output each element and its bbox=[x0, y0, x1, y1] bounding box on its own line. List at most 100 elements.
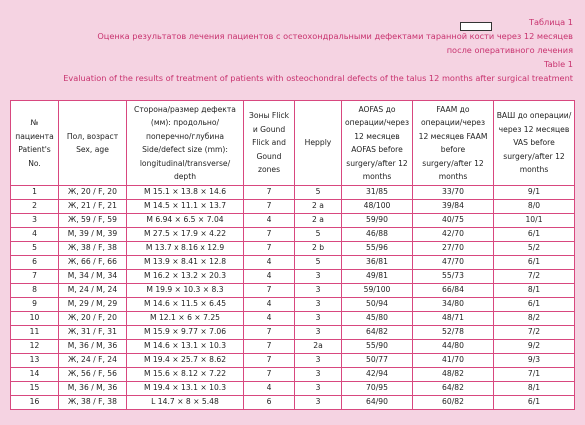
table-cell: 7 bbox=[243, 339, 295, 354]
table-cell: 64/82 bbox=[341, 325, 413, 340]
table-cell: 14 bbox=[10, 367, 59, 382]
table-cell: M 6.94 × 6.5 × 7.04 bbox=[126, 213, 244, 228]
label-en: Table 1 bbox=[544, 59, 573, 69]
table-cell: M 19.4 × 25.7 × 8.62 bbox=[126, 353, 244, 368]
table-cell: 2 bbox=[10, 199, 59, 214]
table-row: 1 Ж, 20 / F, 20 M 15.1 × 13.8 × 14.6 7 5 31/8… bbox=[10, 185, 575, 200]
table-cell: 66/84 bbox=[412, 283, 494, 298]
table-row: 7 M, 34 / M, 34 M 16.2 × 13.2 × 20.3 4 3 49/8… bbox=[10, 269, 575, 284]
table-cell: M, 36 / M, 36 bbox=[58, 381, 127, 396]
table-cell: 42/94 bbox=[341, 367, 413, 382]
table-cell: 3 bbox=[294, 381, 342, 396]
table-cell: 13 bbox=[10, 353, 59, 368]
table-cell: 3 bbox=[294, 269, 342, 284]
table-cell: 64/82 bbox=[412, 381, 494, 396]
table-cell: 33/70 bbox=[412, 185, 494, 200]
title-en: Evaluation of the results of treatment o… bbox=[63, 73, 573, 83]
header-cell: Пол, возраст Sex, age bbox=[58, 100, 127, 186]
table-cell: 49/81 bbox=[341, 269, 413, 284]
table-cell: Ж, 20 / F, 20 bbox=[58, 185, 127, 200]
icon bbox=[460, 22, 492, 31]
table-cell: Ж, 59 / F, 59 bbox=[58, 213, 127, 228]
table-cell: 7 bbox=[243, 185, 295, 200]
header-cell: Зоны Flick и Gound Flick and Gound zones bbox=[243, 100, 295, 186]
caption: Таблица 1 Оценка результатов лечения пац… bbox=[3, 15, 573, 85]
table-row: 13 Ж, 24 / F, 24 M 19.4 × 25.7 × 8.62 7 3 50/… bbox=[10, 353, 575, 368]
table-cell: M 13.9 × 8.41 × 12.8 bbox=[126, 255, 244, 270]
table-cell: M 15.1 × 13.8 × 14.6 bbox=[126, 185, 244, 200]
table-cell: 2 a bbox=[294, 213, 342, 228]
header-cell: Сторона/размер дефекта (мм): продольно/ … bbox=[126, 100, 244, 186]
table-cell: 4 bbox=[243, 269, 295, 284]
table-cell: 48/82 bbox=[412, 367, 494, 382]
table-cell: 7 bbox=[10, 269, 59, 284]
table-cell: 6 bbox=[243, 395, 295, 410]
table-cell: 45/80 bbox=[341, 311, 413, 326]
table-cell: M 16.2 × 13.2 × 20.3 bbox=[126, 269, 244, 284]
table-cell: M, 29 / M, 29 bbox=[58, 297, 127, 312]
table-cell: M 15.9 × 9.77 × 7.06 bbox=[126, 325, 244, 340]
table-cell: M 12.1 × 6 × 7.25 bbox=[126, 311, 244, 326]
table-cell: L 14.7 × 8 × 5.48 bbox=[126, 395, 244, 410]
table-cell: Ж, 66 / F, 66 bbox=[58, 255, 127, 270]
table-cell: 4 bbox=[243, 255, 295, 270]
table-cell: M, 36 / M, 36 bbox=[58, 339, 127, 354]
table-cell: 48/71 bbox=[412, 311, 494, 326]
table-row: 5 Ж, 38 / F, 38 M 13.7 x 8.16 x 12.9 7 2 b 55… bbox=[10, 241, 575, 256]
table-cell: M 14.6 × 13.1 × 10.3 bbox=[126, 339, 244, 354]
table-cell: 7 bbox=[243, 241, 295, 256]
table-cell: M, 39 / M, 39 bbox=[58, 227, 127, 242]
table-cell: 5 bbox=[10, 241, 59, 256]
table-cell: 3 bbox=[294, 367, 342, 382]
table-cell: M 13.7 x 8.16 x 12.9 bbox=[126, 241, 244, 256]
table-cell: 4 bbox=[243, 311, 295, 326]
header-cell: ВАШ до операции/через 12 месяцев VAS bef… bbox=[493, 100, 575, 186]
table-cell: 7/2 bbox=[493, 269, 575, 284]
table: № пациента Patient's No. Пол, возраст Sex… bbox=[10, 100, 575, 410]
header-cell: FAAM до операции/через 12 месяцев FAAM b… bbox=[412, 100, 494, 186]
table-cell: 6/1 bbox=[493, 227, 575, 242]
table-cell: 3 bbox=[294, 325, 342, 340]
table-cell: 48/100 bbox=[341, 199, 413, 214]
table-cell: 9 bbox=[10, 297, 59, 312]
table-cell: Ж, 38 / F, 38 bbox=[58, 395, 127, 410]
table-cell: 9/2 bbox=[493, 339, 575, 354]
table-cell: 52/78 bbox=[412, 325, 494, 340]
table-row: 11 Ж, 31 / F, 31 M 15.9 × 9.77 × 7.06 7 3 64/… bbox=[10, 325, 575, 340]
table-row: 2 Ж, 21 / F, 21 M 14.5 × 11.1 × 13.7 7 2 a 48… bbox=[10, 199, 575, 214]
table-cell: 50/77 bbox=[341, 353, 413, 368]
table-cell: M 14.5 × 11.1 × 13.7 bbox=[126, 199, 244, 214]
table-row: 6 Ж, 66 / F, 66 M 13.9 × 8.41 × 12.8 4 5 36/8… bbox=[10, 255, 575, 270]
table-cell: 3 bbox=[294, 283, 342, 298]
table-cell: 7/2 bbox=[493, 325, 575, 340]
table-cell: 7 bbox=[243, 227, 295, 242]
table-cell: 7 bbox=[243, 367, 295, 382]
table-cell: 4 bbox=[243, 381, 295, 396]
table-row: 10 Ж, 20 / F, 20 M 12.1 × 6 × 7.25 4 3 45/80 4… bbox=[10, 311, 575, 326]
table-cell: 7 bbox=[243, 325, 295, 340]
table-cell: M 15.6 × 8.12 × 7.22 bbox=[126, 367, 244, 382]
table-cell: 8/1 bbox=[493, 283, 575, 298]
table-cell: 6/1 bbox=[493, 255, 575, 270]
label-ru: Таблица 1 bbox=[528, 17, 573, 27]
table-cell: 9/1 bbox=[493, 185, 575, 200]
table-cell: 7 bbox=[243, 283, 295, 298]
table-row: 14 Ж, 56 / F, 56 M 15.6 × 8.12 × 7.22 7 3 42/… bbox=[10, 367, 575, 382]
table-cell: 3 bbox=[294, 353, 342, 368]
table-cell: 11 bbox=[10, 325, 59, 340]
table-cell: 3 bbox=[294, 311, 342, 326]
table-row: 4 M, 39 / M, 39 M 27.5 × 17.9 × 4.22 7 5 46/8… bbox=[10, 227, 575, 242]
table-cell: 39/84 bbox=[412, 199, 494, 214]
table-cell: 3 bbox=[10, 213, 59, 228]
table-body: 1 Ж, 20 / F, 20 M 15.1 × 13.8 × 14.6 7 5 31/8… bbox=[10, 185, 575, 410]
header-cell: Hepply bbox=[294, 100, 342, 186]
table-cell: 50/94 bbox=[341, 297, 413, 312]
table-cell: Ж, 31 / F, 31 bbox=[58, 325, 127, 340]
table-cell: 47/70 bbox=[412, 255, 494, 270]
table-cell: M, 24 / M, 24 bbox=[58, 283, 127, 298]
table-cell: 6 bbox=[10, 255, 59, 270]
table-row: 12 M, 36 / M, 36 M 14.6 × 13.1 × 10.3 7 2a 55… bbox=[10, 339, 575, 354]
table-cell: 9/3 bbox=[493, 353, 575, 368]
table-cell: 27/70 bbox=[412, 241, 494, 256]
table-cell: 10 bbox=[10, 311, 59, 326]
